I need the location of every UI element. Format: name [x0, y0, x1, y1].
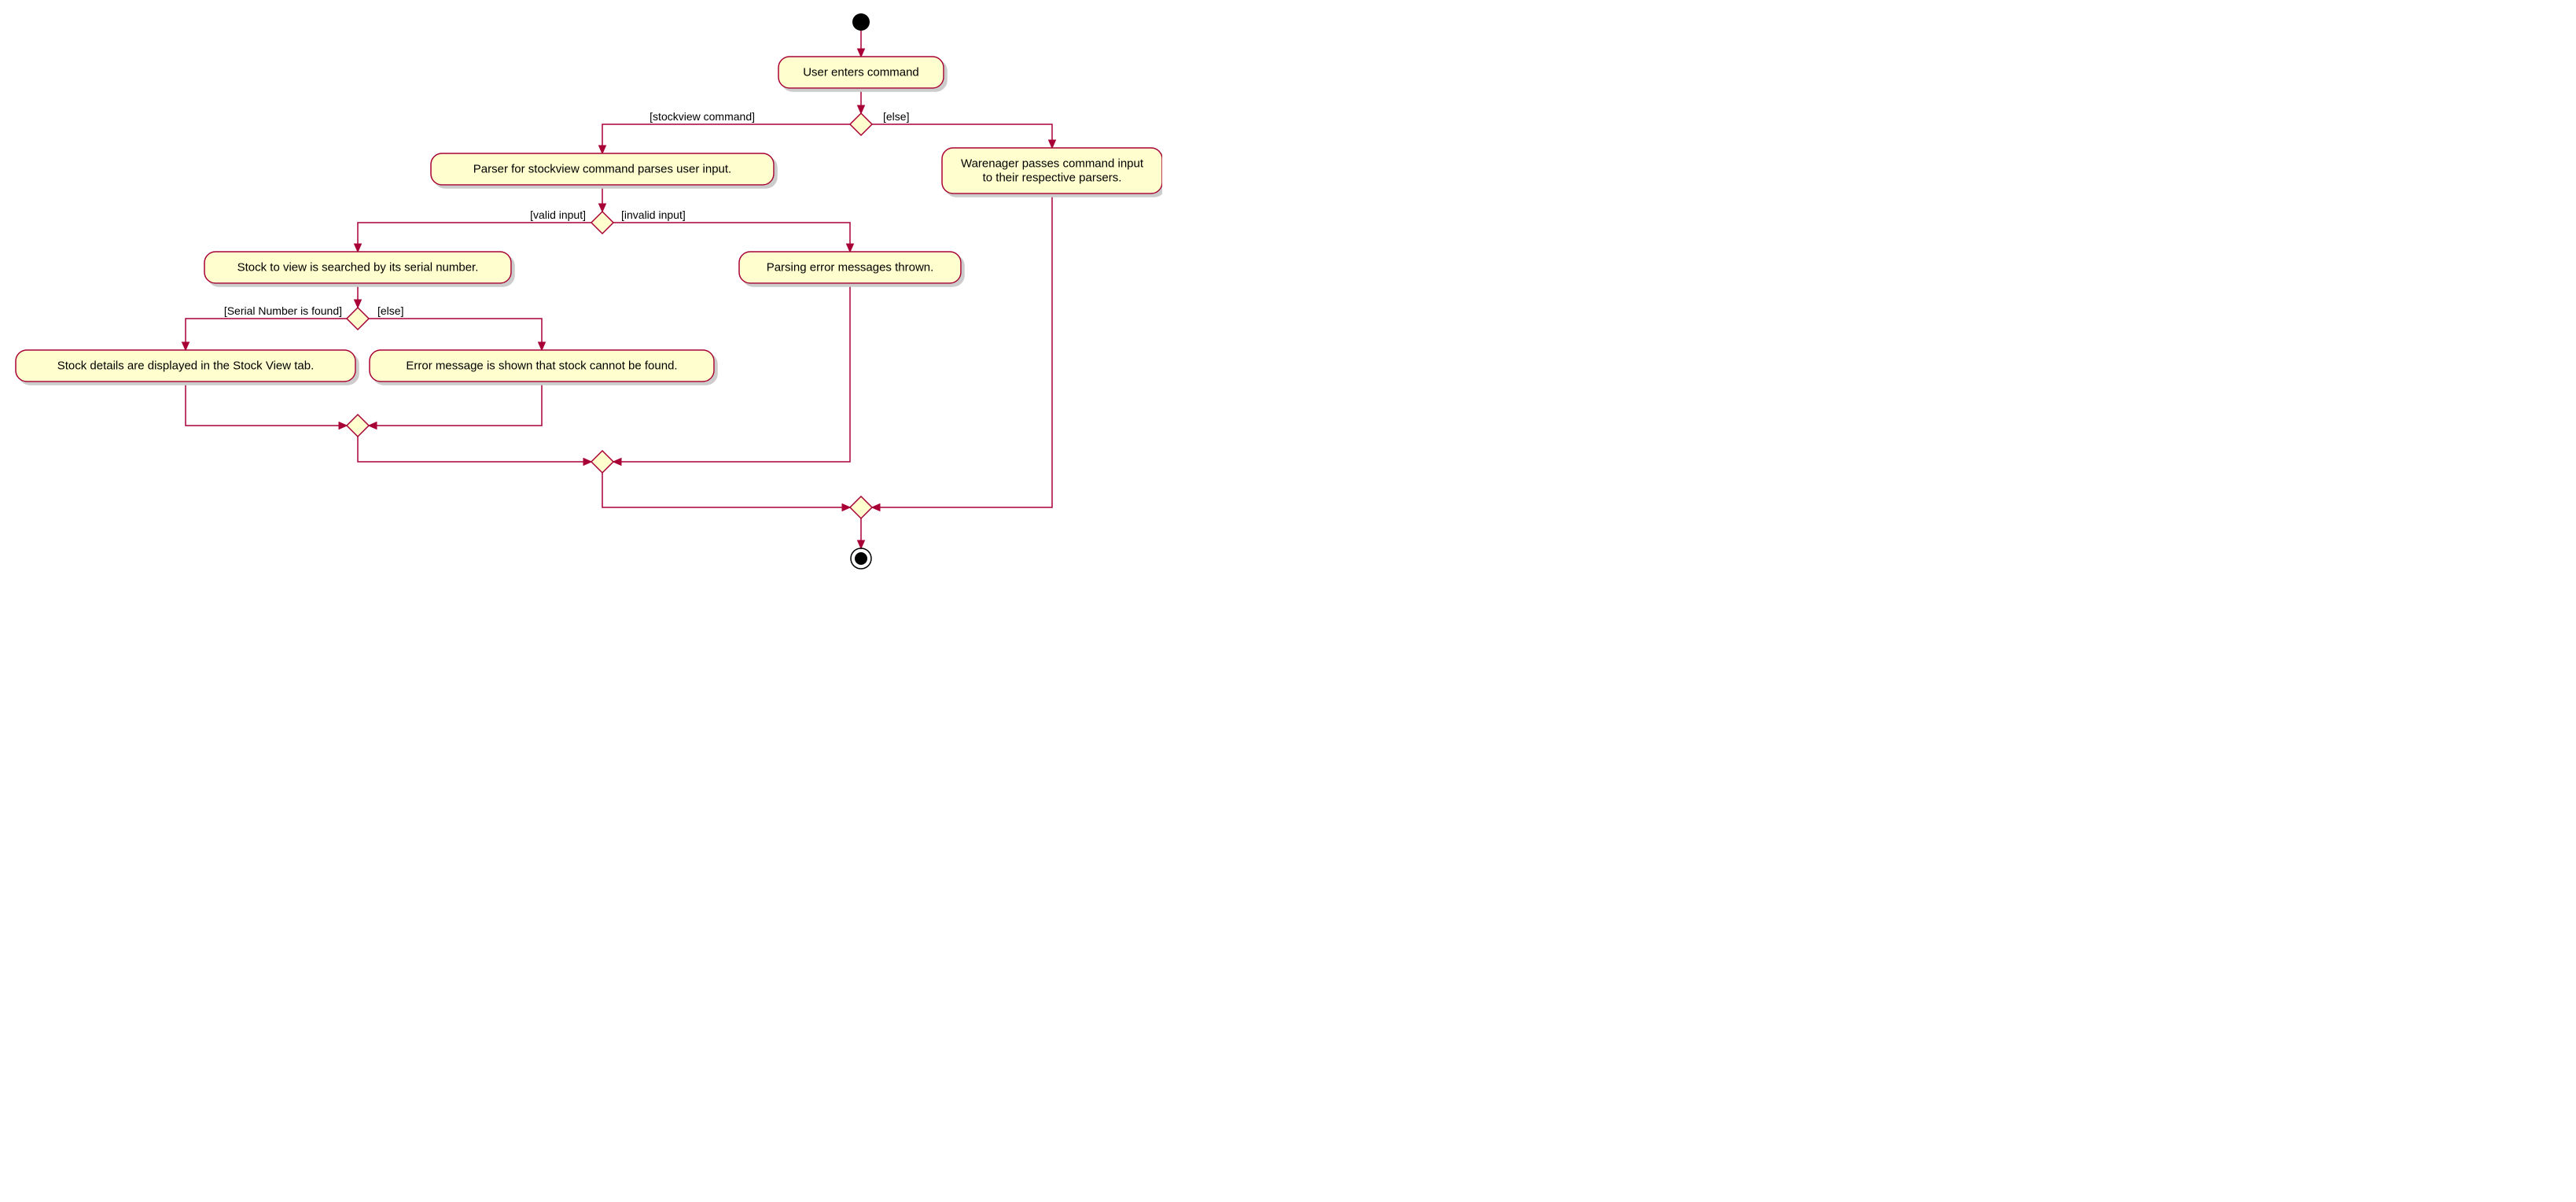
edge	[358, 437, 591, 462]
edge	[358, 223, 591, 252]
guard-label: [invalid input]	[621, 208, 686, 221]
decision-node	[591, 212, 613, 234]
merge-node	[591, 451, 613, 473]
guard-label: [Serial Number is found]	[224, 304, 342, 317]
edge	[613, 223, 850, 252]
edge	[186, 382, 347, 426]
end-node-inner	[855, 552, 867, 565]
guard-label: [valid input]	[530, 208, 586, 221]
activity-label: Stock to view is searched by its serial …	[237, 261, 479, 275]
activity-label: User enters command	[803, 66, 919, 79]
merge-node	[850, 496, 872, 518]
decision-node	[347, 308, 369, 330]
guard-label: [else]	[377, 304, 403, 317]
merge-node	[347, 415, 369, 437]
edge	[602, 473, 850, 507]
guard-label: [else]	[883, 110, 909, 123]
edge	[369, 382, 542, 426]
edge	[602, 124, 850, 153]
activity-label: Warenager passes command inputto their r…	[961, 157, 1144, 185]
edge	[369, 319, 542, 350]
edge	[872, 124, 1052, 148]
nodes-layer: User enters command [stockview command] [e…	[16, 13, 1162, 569]
edge	[186, 319, 347, 350]
guard-label: [stockview command]	[650, 110, 755, 123]
activity-label: Stock details are displayed in the Stock…	[57, 359, 315, 373]
activity-label: Error message is shown that stock cannot…	[406, 359, 677, 373]
edges-layer	[186, 31, 1052, 548]
edge	[872, 194, 1052, 507]
activity-diagram: User enters command [stockview command] [e…	[0, 0, 1162, 606]
start-node	[852, 13, 870, 31]
decision-node	[850, 113, 872, 135]
activity-label: Parser for stockview command parses user…	[473, 163, 731, 176]
activity-label: Parsing error messages thrown.	[767, 261, 934, 275]
